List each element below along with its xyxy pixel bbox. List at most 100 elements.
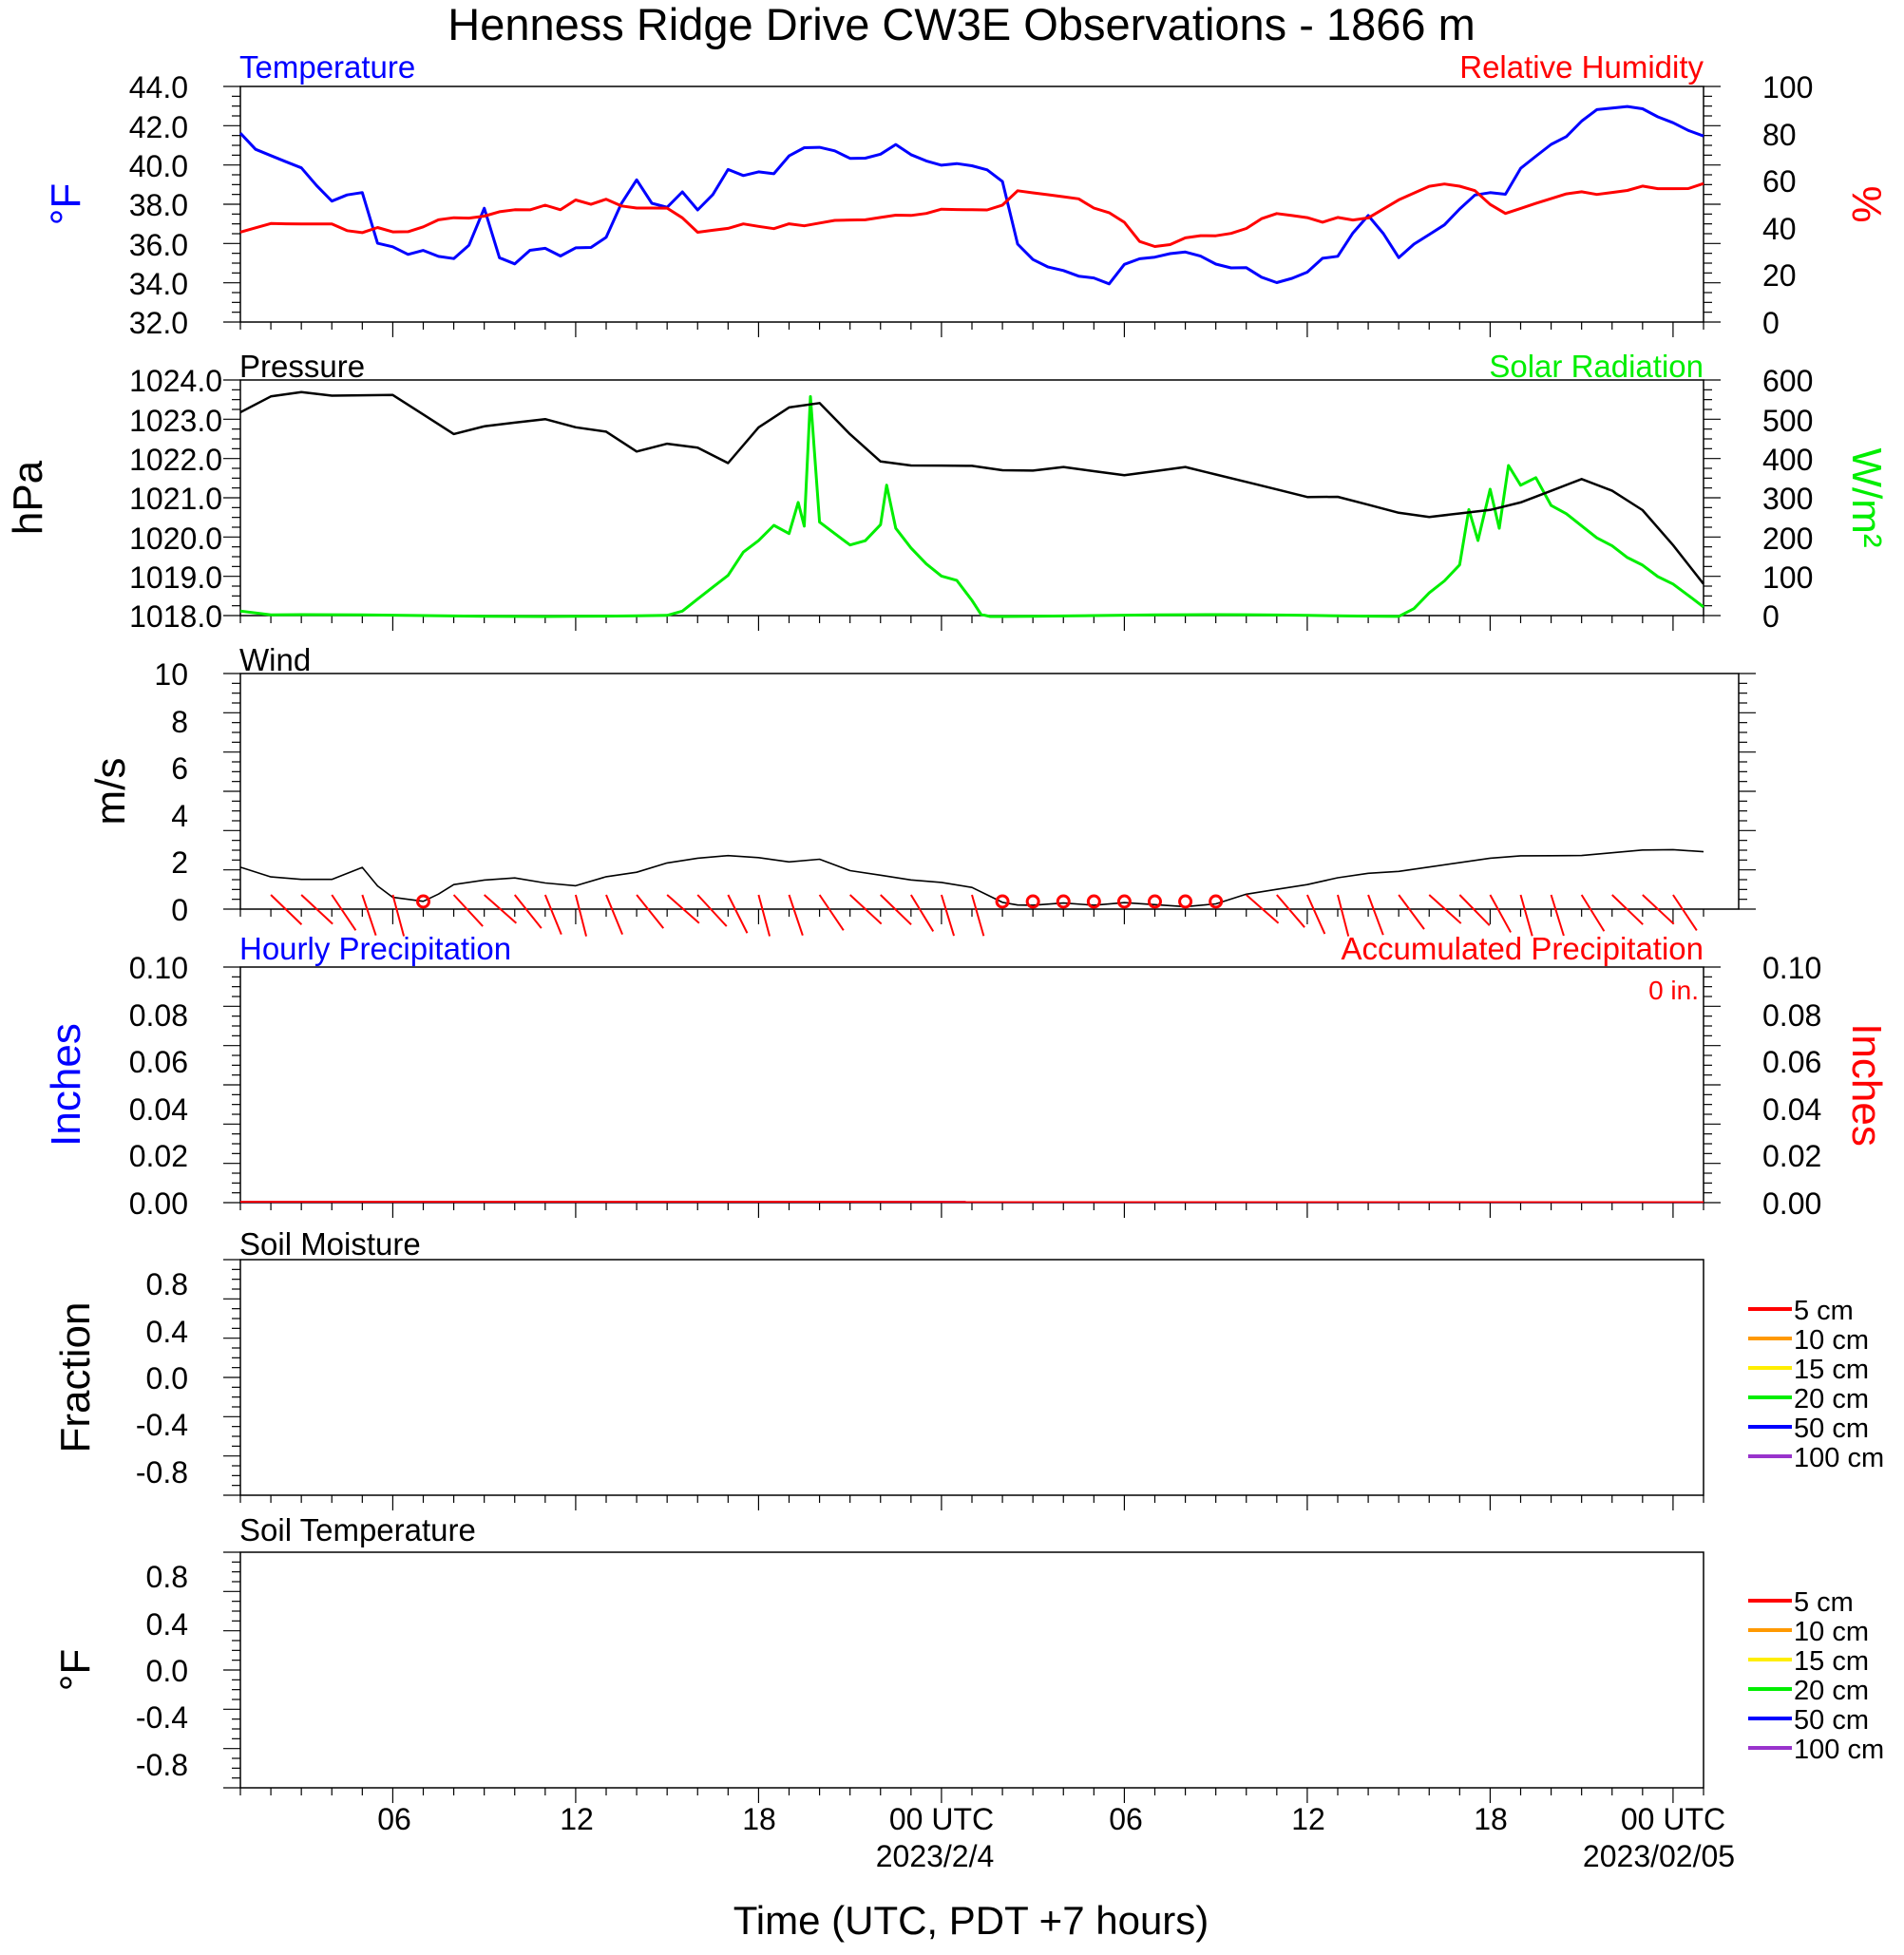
calm-wind-marker — [995, 894, 1010, 909]
humidity-axis-label: % — [1843, 185, 1890, 222]
wind-barb — [696, 894, 728, 927]
wind-barb — [666, 894, 700, 924]
x-date-label: 2023/2/4 — [876, 1839, 995, 1873]
soil-moisture-tick: -0.8 — [136, 1455, 188, 1490]
pressure-tick: 1019.0 — [129, 560, 222, 595]
wind-barb — [788, 894, 804, 936]
pressure-tick: 1018.0 — [129, 599, 222, 634]
solar-tick: 300 — [1762, 482, 1813, 516]
calm-wind-marker — [416, 894, 430, 909]
legend-label: 5 cm — [1794, 1296, 1854, 1326]
solar-radiation-line — [239, 395, 1704, 618]
wind-barb — [1458, 894, 1491, 926]
soil-moisture-tick: 0.0 — [146, 1361, 188, 1395]
solar-title: Solar Radiation — [1489, 349, 1704, 384]
x-tick-label: 12 — [560, 1802, 594, 1836]
precip-tick: 0.08 — [129, 998, 188, 1033]
precip-left-ticks: 0.10 0.08 0.06 0.04 0.02 0.00 — [129, 951, 188, 1221]
legend-label: 5 cm — [1794, 1587, 1854, 1618]
temperature-axis-label: °F — [43, 183, 89, 225]
wind-barb — [1642, 894, 1675, 925]
pressure-line — [239, 390, 1704, 585]
pressure-tick: 1020.0 — [129, 522, 222, 556]
legend-label: 15 cm — [1794, 1646, 1869, 1677]
precip-tick: 0.10 — [129, 951, 188, 985]
wind-barb — [818, 894, 845, 931]
x-axis: 06 12 18 00 UTC 06 12 18 00 UTC 2023/2/4… — [377, 1802, 1735, 1943]
wind-speed-line — [239, 848, 1704, 908]
data-series — [238, 104, 1704, 1204]
wind-tick: 8 — [171, 705, 188, 739]
wind-tick: 4 — [171, 799, 188, 833]
wind-barb — [1519, 894, 1533, 937]
solar-tick: 100 — [1762, 560, 1813, 595]
wind-barb — [1398, 894, 1425, 930]
wind-barb — [543, 894, 562, 936]
soil-temp-tick: 0.8 — [146, 1560, 188, 1594]
wind-barb — [880, 894, 912, 926]
precip-right-ticks: 0.10 0.08 0.06 0.04 0.02 0.00 — [1762, 951, 1821, 1221]
wind-barb — [484, 894, 518, 924]
hourly-precip-title: Hourly Precipitation — [239, 931, 511, 966]
figure-title: Henness Ridge Drive CW3E Observations - … — [447, 0, 1475, 49]
temp-tick: 34.0 — [129, 267, 188, 301]
legend-label: 15 cm — [1794, 1355, 1869, 1385]
legend-label: 50 cm — [1794, 1414, 1869, 1444]
wind-barb — [1367, 894, 1384, 936]
legend-label: 10 cm — [1794, 1325, 1869, 1356]
rh-tick: 100 — [1762, 70, 1813, 104]
rh-tick: 80 — [1762, 118, 1797, 152]
wind-title: Wind — [239, 642, 311, 677]
wind-barb — [727, 894, 749, 934]
solar-axis-label: W/m² — [1843, 447, 1890, 547]
precip-tick: 0.06 — [129, 1045, 188, 1079]
soil-temp-tick: 0.0 — [146, 1654, 188, 1688]
solar-tick: 400 — [1762, 443, 1813, 477]
solar-tick: 600 — [1762, 364, 1813, 398]
pressure-tick: 1023.0 — [129, 404, 222, 438]
wind-ticks: 10 8 6 4 2 0 — [154, 657, 188, 927]
pressure-tick: 1021.0 — [129, 482, 222, 516]
legend-label: 20 cm — [1794, 1384, 1869, 1414]
precip-tick: 0.04 — [129, 1092, 188, 1127]
legend-label: 10 cm — [1794, 1617, 1869, 1647]
rh-tick: 40 — [1762, 212, 1797, 246]
precip-tick: 0.02 — [1762, 1139, 1821, 1173]
hourly-precip-axis-label: Inches — [43, 1023, 89, 1147]
precip-tick: 0.02 — [129, 1139, 188, 1173]
wind-barb — [636, 894, 665, 929]
calm-wind-marker — [1178, 894, 1193, 909]
humidity-line — [239, 181, 1704, 248]
wind-barb — [909, 894, 935, 932]
wind-barb — [300, 894, 333, 925]
solar-tick: 0 — [1762, 599, 1780, 634]
wind-barb — [1428, 894, 1462, 924]
precip-tick: 0.06 — [1762, 1045, 1821, 1079]
wind-barb — [1489, 894, 1512, 933]
wind-barb — [1611, 894, 1644, 925]
calm-wind-marker — [1056, 894, 1071, 909]
legend-label: 50 cm — [1794, 1705, 1869, 1736]
solar-tick: 200 — [1762, 522, 1813, 556]
accum-precip-title: Accumulated Precipitation — [1341, 931, 1704, 966]
x-axis-title: Time (UTC, PDT +7 hours) — [733, 1898, 1209, 1943]
solar-right-ticks: 600 500 400 300 200 100 0 — [1762, 364, 1813, 634]
wind-barb — [361, 894, 377, 936]
pressure-panel: Pressure Solar Radiation 1024.0 1023.0 1… — [5, 349, 1890, 634]
temp-tick: 44.0 — [129, 70, 188, 104]
pressure-title: Pressure — [239, 349, 365, 384]
soil-temp-tick: 0.4 — [146, 1607, 188, 1642]
wind-barb — [1550, 894, 1565, 937]
x-tick-label: 06 — [1109, 1802, 1143, 1836]
wind-tick: 2 — [171, 845, 188, 880]
wind-barb — [1276, 894, 1305, 928]
x-date-label: 2023/02/05 — [1583, 1839, 1735, 1873]
precip-tick: 0.04 — [1762, 1092, 1821, 1127]
calm-wind-marker — [1209, 894, 1224, 909]
pressure-left-ticks: 1024.0 1023.0 1022.0 1021.0 1020.0 1019.… — [129, 364, 222, 634]
soil-temp-tick: -0.4 — [136, 1700, 188, 1735]
precip-panel: Hourly Precipitation Accumulated Precipi… — [43, 931, 1890, 1221]
pressure-tick: 1022.0 — [129, 443, 222, 477]
soil-moisture-tick: -0.4 — [136, 1408, 188, 1442]
